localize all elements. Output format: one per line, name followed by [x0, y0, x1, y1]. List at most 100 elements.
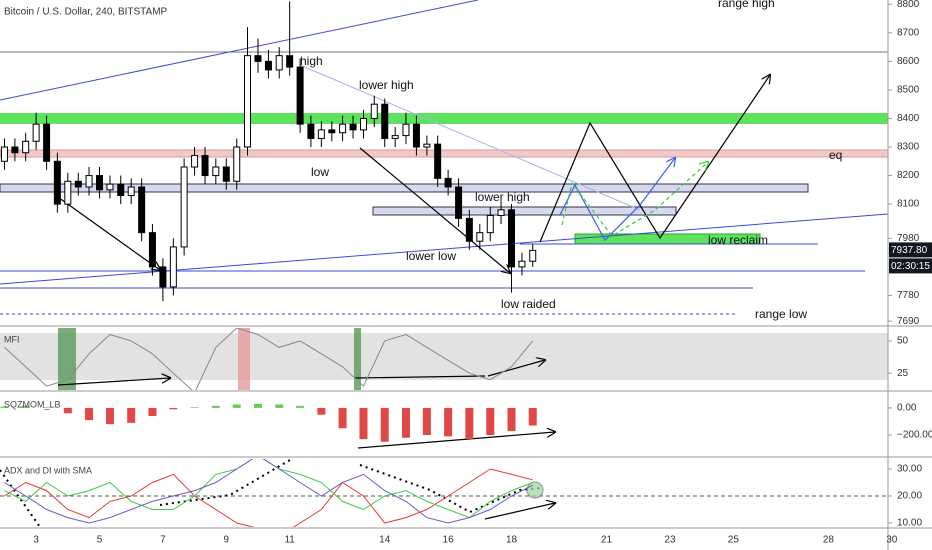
x-tick-label: 16 — [443, 535, 455, 546]
pane — [0, 403, 537, 442]
arrow — [487, 360, 545, 377]
candle-body — [307, 123, 315, 139]
y-tick-label: 7980 — [897, 233, 920, 244]
candle-body — [244, 55, 252, 148]
candle-body — [508, 209, 516, 268]
candle-body — [317, 129, 325, 139]
arrow — [54, 194, 160, 270]
momentum-bar — [507, 407, 516, 431]
arrow — [359, 147, 510, 273]
momentum-bar — [444, 407, 453, 437]
zone-blue — [372, 206, 677, 216]
countdown-tag — [889, 258, 932, 274]
candle-body — [455, 186, 463, 219]
momentum-bar — [0, 406, 9, 408]
trend-line — [299, 64, 641, 211]
indicator-line — [4, 328, 534, 390]
candle-body — [233, 146, 241, 182]
candle-body — [138, 186, 146, 234]
momentum-bar — [380, 407, 389, 442]
momentum-bar — [317, 407, 326, 415]
momentum-bar — [359, 407, 368, 440]
candle-body — [191, 155, 199, 168]
mfi-band — [0, 333, 888, 380]
y-tick-label: 8500 — [897, 85, 920, 96]
annotation: high — [300, 54, 323, 68]
candle-body — [96, 175, 104, 191]
y-tick-label: 25 — [897, 368, 909, 379]
x-tick-label: 5 — [97, 535, 103, 546]
candle-body — [222, 166, 230, 182]
candle-body — [148, 232, 156, 268]
candle-body — [201, 155, 209, 177]
highlight — [58, 328, 76, 390]
candle-body — [43, 123, 51, 162]
candle-body — [412, 123, 420, 148]
annotation: lower low — [406, 249, 456, 263]
momentum-bar — [296, 405, 305, 408]
highlight — [238, 328, 250, 390]
candle-body — [22, 140, 30, 154]
x-tick-label: 23 — [664, 535, 676, 546]
candle-body — [444, 177, 452, 188]
momentum-bar — [42, 407, 51, 408]
x-tick-label: 21 — [601, 535, 613, 546]
candle-body — [85, 175, 93, 188]
annotation: lower high — [475, 190, 530, 204]
indicator-title: MFI — [4, 334, 20, 344]
momentum-bar — [528, 407, 537, 426]
candle-body — [127, 186, 135, 197]
candle-body — [381, 103, 389, 139]
momentum-bar — [275, 404, 284, 408]
candle-body — [106, 183, 114, 191]
arrow — [357, 432, 555, 449]
candle-body — [254, 55, 262, 62]
candle-body — [476, 232, 484, 242]
arrow — [57, 378, 170, 386]
y-tick-label: 8700 — [897, 27, 920, 38]
candle-body — [212, 166, 220, 177]
candle-body — [360, 117, 368, 131]
trend-line — [0, 0, 479, 101]
momentum-bar — [465, 407, 474, 440]
annotation: low reclaim — [708, 233, 768, 247]
candle-body — [286, 55, 294, 68]
price-tag — [889, 242, 932, 258]
y-tick-label: 0.00 — [897, 403, 917, 414]
annotation: range low — [755, 307, 807, 321]
price-label: 7937.80 — [891, 245, 928, 256]
candle-body — [264, 60, 272, 71]
drawings — [0, 0, 889, 528]
indicator-title: SQZMOM_LB — [4, 399, 61, 409]
candle-body — [339, 123, 347, 134]
momentum-bar — [169, 407, 178, 410]
candle-body — [402, 123, 410, 137]
annotation: eq — [829, 148, 842, 162]
momentum-bar — [232, 404, 241, 408]
momentum-bar — [486, 407, 495, 435]
candle-body — [53, 160, 61, 205]
data-marks — [0, 1, 537, 527]
annotation: low — [311, 165, 329, 179]
momentum-bar — [211, 405, 220, 408]
y-tick-label: 8200 — [897, 170, 920, 181]
y-tick-label: 50 — [897, 336, 909, 347]
y-tick-label: 7780 — [897, 290, 920, 301]
momentum-bar — [127, 407, 136, 423]
candle-body — [518, 260, 526, 268]
indicator-title: ADX and DI with SMA — [4, 465, 92, 475]
pane — [4, 328, 534, 390]
x-tick-label: 14 — [379, 535, 391, 546]
price-axis — [888, 0, 932, 550]
indicator-line — [4, 459, 533, 524]
momentum-bar — [105, 407, 114, 425]
x-tick-label: 9 — [223, 535, 229, 546]
indicator-line — [4, 468, 533, 527]
candle-body — [465, 217, 473, 242]
sma-line — [159, 459, 291, 506]
sma-line — [359, 464, 541, 514]
momentum-bar — [148, 407, 157, 417]
candle-body — [349, 123, 357, 131]
momentum-bar — [338, 407, 347, 429]
